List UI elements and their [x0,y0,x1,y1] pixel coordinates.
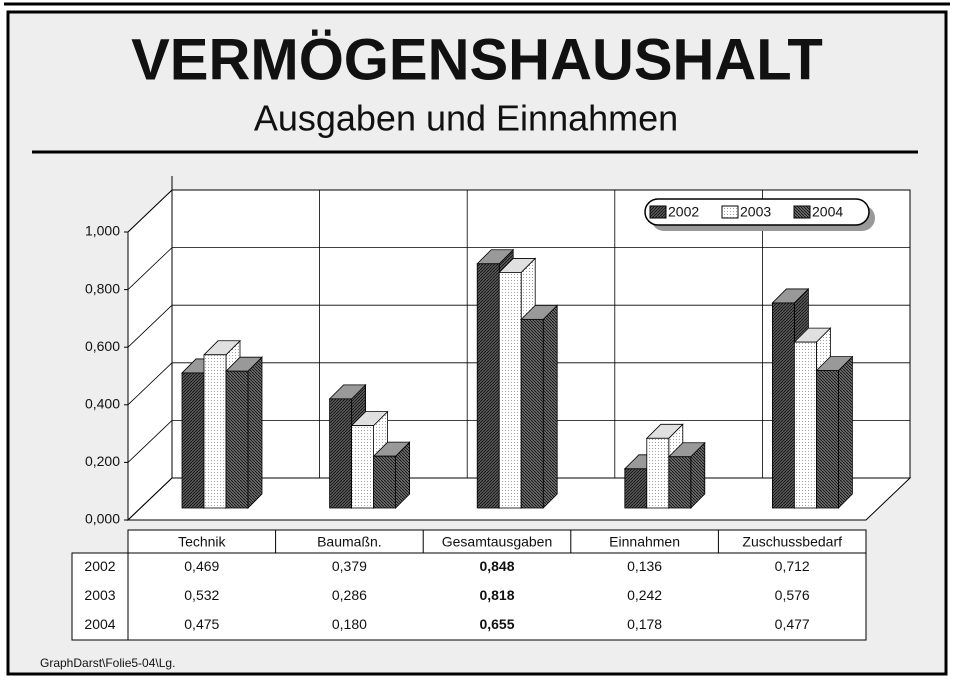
bar-front [816,370,839,509]
footer: GraphDarst\Folie5-04\Lg. [40,656,175,670]
bar [520,304,559,509]
legend-label: 2004 [812,204,843,220]
table-cell: 0,712 [775,558,810,574]
bar-front [624,468,648,509]
legend-swatch [649,205,667,219]
bar-front [794,341,817,509]
bar-front [772,302,795,509]
table-cell: 0,180 [332,616,367,632]
table-cell: 0,379 [332,558,367,574]
y-tick-label: 0,000 [85,511,120,527]
bar-front [668,456,692,509]
table-cell: 0,242 [627,587,662,603]
bar-front [225,370,249,509]
bar-side [838,355,853,509]
bar-front [498,272,522,509]
table-body-box [71,552,867,641]
table-cell: 0,475 [184,616,219,632]
bar [815,355,854,509]
grid-line [127,362,910,406]
bar [667,441,706,509]
bar-front [373,455,397,509]
column-header: Technik [178,534,226,550]
bar-side [542,304,558,509]
legend-swatch [793,205,811,219]
chart-subtitle: Ausgaben und Einnahmen [254,98,678,139]
table-cell: 0,469 [184,558,219,574]
legend-label: 2002 [668,204,699,220]
bar [225,356,263,509]
y-tick-label: 0,800 [85,280,120,296]
y-tick-label: 0,200 [85,453,120,469]
bar [372,441,411,509]
legend-swatch [721,205,739,219]
bar-front [646,437,670,509]
column-header: Baumaßn. [317,534,382,550]
bar-front [520,318,544,509]
y-tick-label: 0,600 [85,338,120,354]
grid-line [127,304,910,348]
side-wall [127,188,173,522]
table-cell: 0,818 [479,587,514,603]
row-header: 2004 [84,616,115,632]
y-tick-label: 1,000 [85,223,120,239]
bar-front [351,425,375,509]
column-header: Zuschussbedarf [742,534,842,550]
table-cell: 0,532 [184,587,219,603]
table-cell: 0,848 [479,558,514,574]
grid-line [127,419,910,463]
table-cell: 0,477 [775,616,810,632]
row-header: 2002 [84,558,115,574]
column-header: Gesamtausgaben [442,534,553,550]
bar-front [181,372,205,509]
bar-side [247,356,263,509]
row-header: 2003 [84,587,115,603]
table-cell: 0,286 [332,587,367,603]
table-cell: 0,136 [627,558,662,574]
bar-front [329,398,353,509]
table-cell: 0,655 [479,616,514,632]
bar-front [476,263,500,509]
legend-label: 2003 [740,204,771,220]
table-cell: 0,576 [775,587,810,603]
grid-line [127,247,910,290]
table-cell: 0,178 [627,616,662,632]
chart-title: VERMÖGENSHAUSHALT [131,27,823,92]
bar-front [203,354,227,509]
y-tick-label: 0,400 [85,396,120,412]
column-header: Einnahmen [609,534,680,550]
grid-line [127,189,910,233]
legend [644,198,870,226]
